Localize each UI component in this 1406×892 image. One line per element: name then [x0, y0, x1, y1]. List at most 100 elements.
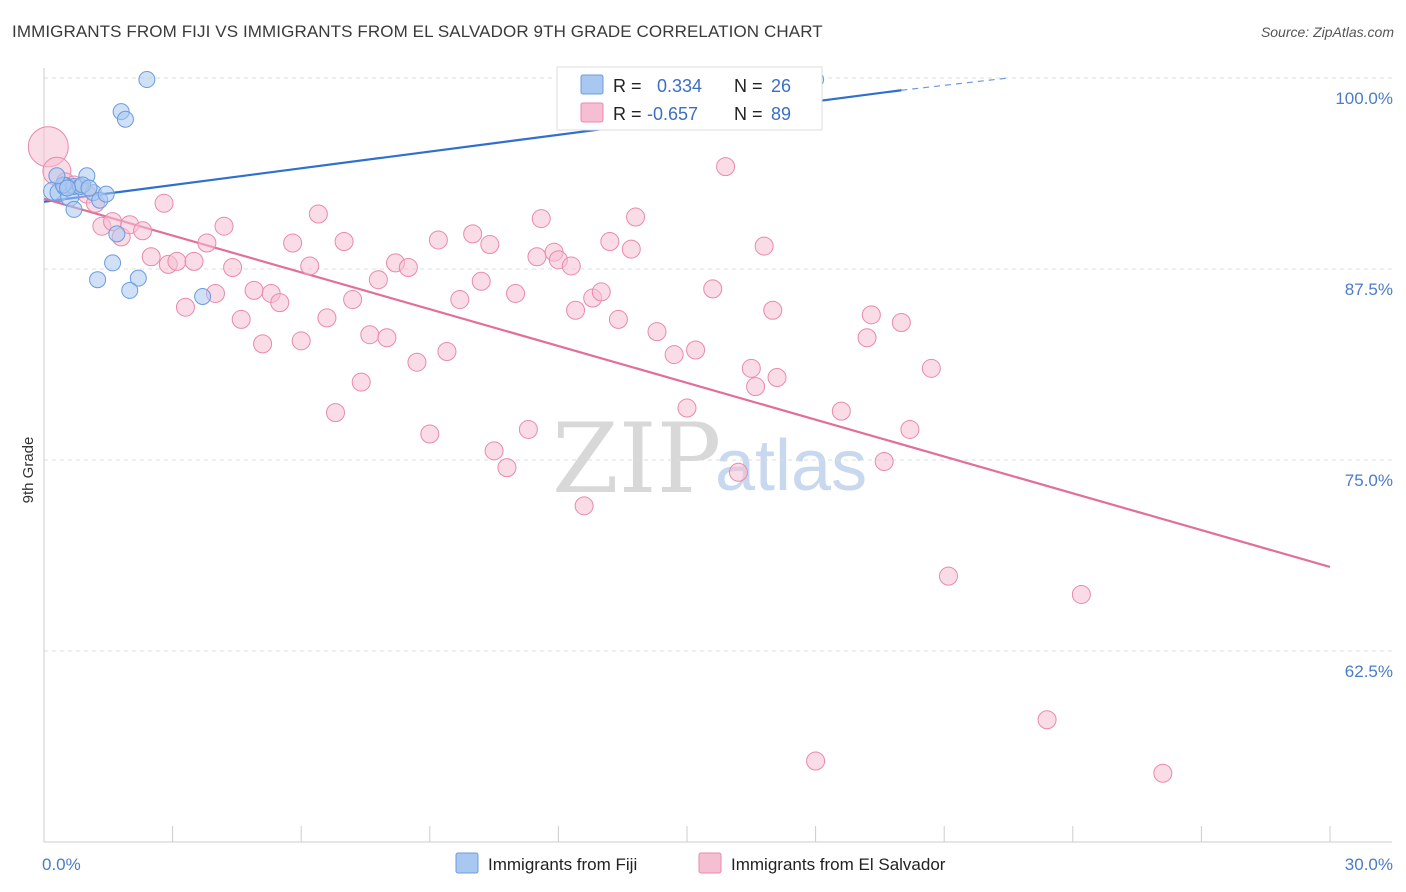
point-el-salvador	[767, 367, 787, 387]
point-el-salvador	[566, 300, 586, 320]
point-el-salvador	[351, 372, 371, 392]
point-fiji	[65, 200, 83, 218]
y-tick-label: 62.5%	[1345, 662, 1393, 681]
fiji-r-label: R =	[613, 76, 642, 96]
point-el-salvador	[621, 239, 641, 259]
point-el-salvador	[450, 290, 470, 310]
point-el-salvador	[197, 233, 217, 253]
elsal-n-label: N =	[734, 104, 763, 124]
legend-elsal-swatch	[698, 852, 722, 874]
point-el-salvador	[283, 233, 303, 253]
point-el-salvador	[343, 290, 363, 310]
point-el-salvador	[857, 328, 877, 348]
point-el-salvador	[308, 204, 328, 224]
legend-fiji-label: Immigrants from Fiji	[488, 855, 637, 874]
x-tick-label-max: 30.0%	[1345, 855, 1393, 874]
trend-line-fiji-extension	[901, 77, 1009, 91]
point-el-salvador	[398, 257, 418, 277]
point-el-salvador	[900, 419, 920, 439]
point-el-salvador	[574, 496, 594, 516]
point-el-salvador	[253, 334, 273, 354]
point-el-salvador	[1071, 584, 1091, 604]
point-el-salvador	[223, 257, 243, 277]
point-el-salvador	[231, 309, 251, 329]
stats-legend: R = 0.334 N = 26 R = -0.657 N = 89	[556, 66, 823, 131]
point-el-salvador	[437, 342, 457, 362]
point-el-salvador	[746, 377, 766, 397]
point-el-salvador	[608, 309, 628, 329]
watermark-zip: ZIP	[552, 403, 721, 515]
point-el-salvador	[325, 403, 345, 423]
point-el-salvador	[175, 297, 195, 317]
point-el-salvador	[480, 235, 500, 255]
tick-labels: 100.0% 87.5% 75.0% 62.5% 0.0% 30.0%	[42, 89, 1393, 874]
point-el-salvador	[754, 236, 774, 256]
point-el-salvador	[664, 345, 684, 365]
point-el-salvador	[407, 352, 427, 372]
point-el-salvador	[561, 256, 581, 276]
legend-elsal-label: Immigrants from El Salvador	[731, 855, 946, 874]
point-fiji	[80, 179, 98, 197]
point-el-salvador	[484, 441, 504, 461]
fiji-n-label: N =	[734, 76, 763, 96]
point-el-salvador	[463, 224, 483, 244]
point-el-salvador	[167, 251, 187, 271]
point-el-salvador	[317, 308, 337, 328]
point-el-salvador	[686, 340, 706, 360]
point-el-salvador	[741, 358, 761, 378]
point-el-salvador	[891, 312, 911, 332]
y-tick-label: 87.5%	[1345, 280, 1393, 299]
point-el-salvador	[270, 293, 290, 313]
point-fiji	[116, 110, 134, 128]
elsal-r-value: -0.657	[647, 104, 698, 124]
point-fiji	[97, 185, 115, 203]
point-el-salvador	[133, 221, 153, 241]
point-el-salvador	[591, 282, 611, 302]
x-tick-label-min: 0.0%	[42, 855, 81, 874]
point-el-salvador	[244, 280, 264, 300]
point-el-salvador	[874, 452, 894, 472]
point-el-salvador	[214, 216, 234, 236]
point-fiji	[89, 271, 107, 289]
point-el-salvador	[291, 331, 311, 351]
point-el-salvador	[921, 358, 941, 378]
point-el-salvador	[300, 256, 320, 276]
point-fiji	[138, 71, 156, 89]
bottom-legend: Immigrants from Fiji Immigrants from El …	[455, 852, 946, 874]
point-el-salvador	[763, 300, 783, 320]
point-el-salvador	[716, 157, 736, 177]
point-el-salvador	[518, 419, 538, 439]
point-el-salvador	[703, 279, 723, 299]
point-el-salvador	[428, 230, 448, 250]
axes	[43, 68, 1392, 843]
point-fiji	[48, 167, 66, 185]
point-fiji	[108, 225, 126, 243]
point-el-salvador	[497, 458, 517, 478]
y-tick-label: 75.0%	[1345, 471, 1393, 490]
elsal-r-label: R =	[613, 104, 642, 124]
point-el-salvador	[506, 283, 526, 303]
trend-line-el-salvador	[43, 197, 1331, 569]
series-fiji	[43, 71, 825, 306]
point-el-salvador	[527, 247, 547, 267]
point-el-salvador	[531, 209, 551, 229]
point-el-salvador	[626, 207, 646, 227]
y-axis-label: 9th Grade	[20, 437, 37, 504]
elsal-n-value: 89	[771, 104, 791, 124]
point-el-salvador	[806, 751, 826, 771]
point-el-salvador	[1153, 763, 1173, 783]
point-el-salvador	[154, 193, 174, 213]
point-el-salvador	[647, 322, 667, 342]
point-fiji	[194, 288, 212, 306]
point-el-salvador	[831, 401, 851, 421]
point-fiji	[121, 281, 139, 299]
source-label: Source: ZipAtlas.com	[1260, 24, 1394, 40]
point-el-salvador	[141, 247, 161, 267]
chart-title: IMMIGRANTS FROM FIJI VS IMMIGRANTS FROM …	[12, 22, 823, 41]
point-fiji	[129, 269, 147, 287]
point-el-salvador	[938, 566, 958, 586]
elsal-swatch	[580, 102, 604, 123]
point-el-salvador	[471, 271, 491, 291]
point-el-salvador	[677, 398, 697, 418]
